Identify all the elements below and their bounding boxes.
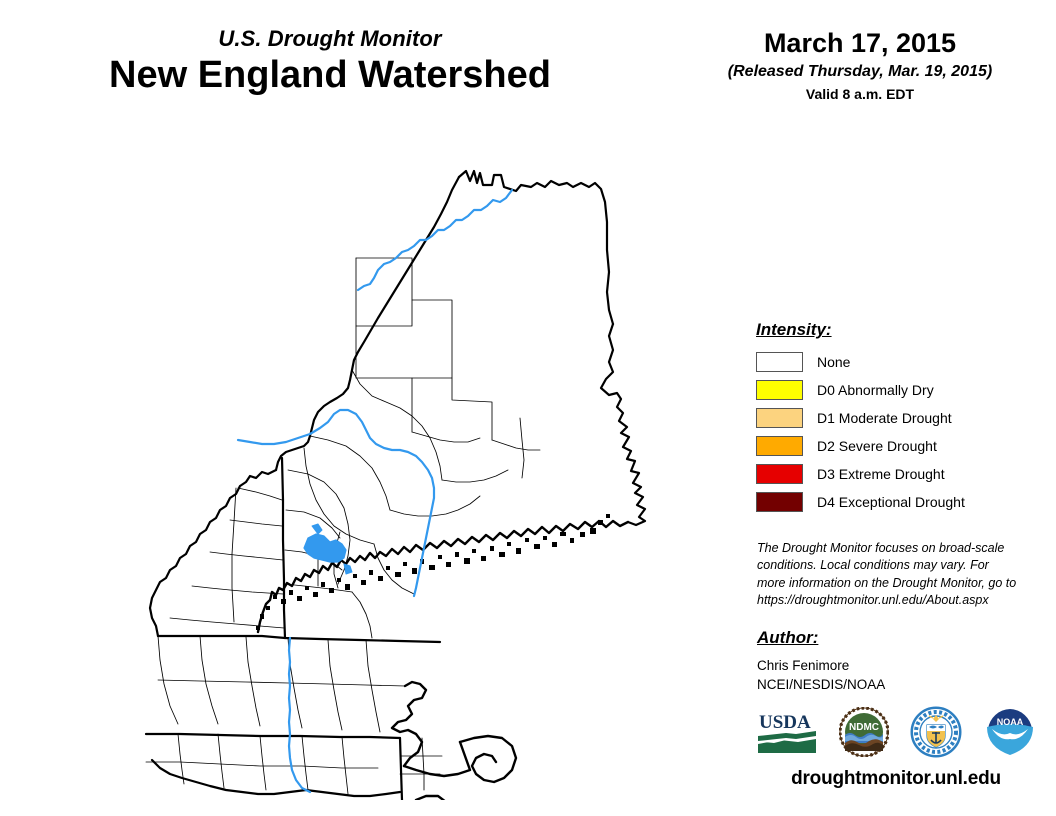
legend-item-none: None	[756, 349, 1036, 375]
state-borders	[144, 456, 442, 800]
valid-date: March 17, 2015	[763, 28, 957, 58]
legend-item-d2: D2 Severe Drought	[756, 433, 1036, 459]
map-header-right: March 17, 2015 (Released Thursday, Mar. …	[690, 28, 1030, 103]
legend-swatch-d0	[756, 380, 803, 400]
partner-logos: USDA NDMC	[756, 704, 1036, 764]
usda-logo: USDA	[756, 709, 818, 760]
legend-swatch-d2	[756, 436, 803, 456]
valid-time: Valid 8 a.m. EDT	[805, 86, 915, 103]
rivers-and-lakes	[236, 188, 514, 794]
map-header-left: U.S. Drought Monitor New England Watersh…	[0, 26, 660, 99]
coastline	[256, 519, 630, 800]
legend-item-d3: D3 Extreme Drought	[756, 461, 1036, 487]
unl-seal-logo	[909, 705, 963, 764]
legend-label-none: None	[817, 354, 851, 370]
legend-label-d1: D1 Moderate Drought	[817, 410, 952, 426]
page-title: New England Watershed	[109, 54, 551, 97]
site-url: droughtmonitor.unl.edu	[791, 768, 1001, 789]
legend-item-d4: D4 Exceptional Drought	[756, 489, 1036, 515]
disclaimer-text: The Drought Monitor focuses on broad-sca…	[757, 541, 1017, 607]
legend-swatch-none	[756, 352, 803, 372]
svg-text:USDA: USDA	[759, 712, 811, 733]
author-block: Author: Chris Fenimore NCEI/NESDIS/NOAA	[757, 628, 1027, 694]
legend-heading: Intensity:	[756, 320, 832, 339]
drought-monitor-supertitle: U.S. Drought Monitor	[218, 26, 442, 51]
svg-text:NOAA: NOAA	[997, 717, 1024, 727]
legend-label-d3: D3 Extreme Drought	[817, 466, 945, 482]
author-affiliation: NCEI/NESDIS/NOAA	[757, 677, 886, 693]
intensity-legend: Intensity: None D0 Abnormally Dry D1 Mod…	[756, 320, 1036, 517]
legend-label-d2: D2 Severe Drought	[817, 438, 937, 454]
svg-text:NDMC: NDMC	[849, 722, 879, 733]
legend-item-d1: D1 Moderate Drought	[756, 405, 1036, 431]
coastal-islands	[256, 514, 610, 630]
legend-label-d0: D0 Abnormally Dry	[817, 382, 934, 398]
legend-swatch-d3	[756, 464, 803, 484]
author-name: Chris Fenimore	[757, 658, 850, 673]
author-heading: Author:	[757, 628, 819, 647]
drought-map	[60, 140, 720, 800]
noaa-logo: NOAA	[984, 707, 1036, 762]
legend-swatch-d4	[756, 492, 803, 512]
ndmc-logo: NDMC	[838, 705, 890, 762]
legend-swatch-d1	[756, 408, 803, 428]
maine-outline	[274, 169, 647, 527]
map-svg	[144, 169, 647, 800]
legend-item-d0: D0 Abnormally Dry	[756, 377, 1036, 403]
legend-label-d4: D4 Exceptional Drought	[817, 494, 965, 510]
map-landmass	[146, 170, 646, 760]
release-date-note: (Released Thursday, Mar. 19, 2015)	[727, 63, 993, 81]
